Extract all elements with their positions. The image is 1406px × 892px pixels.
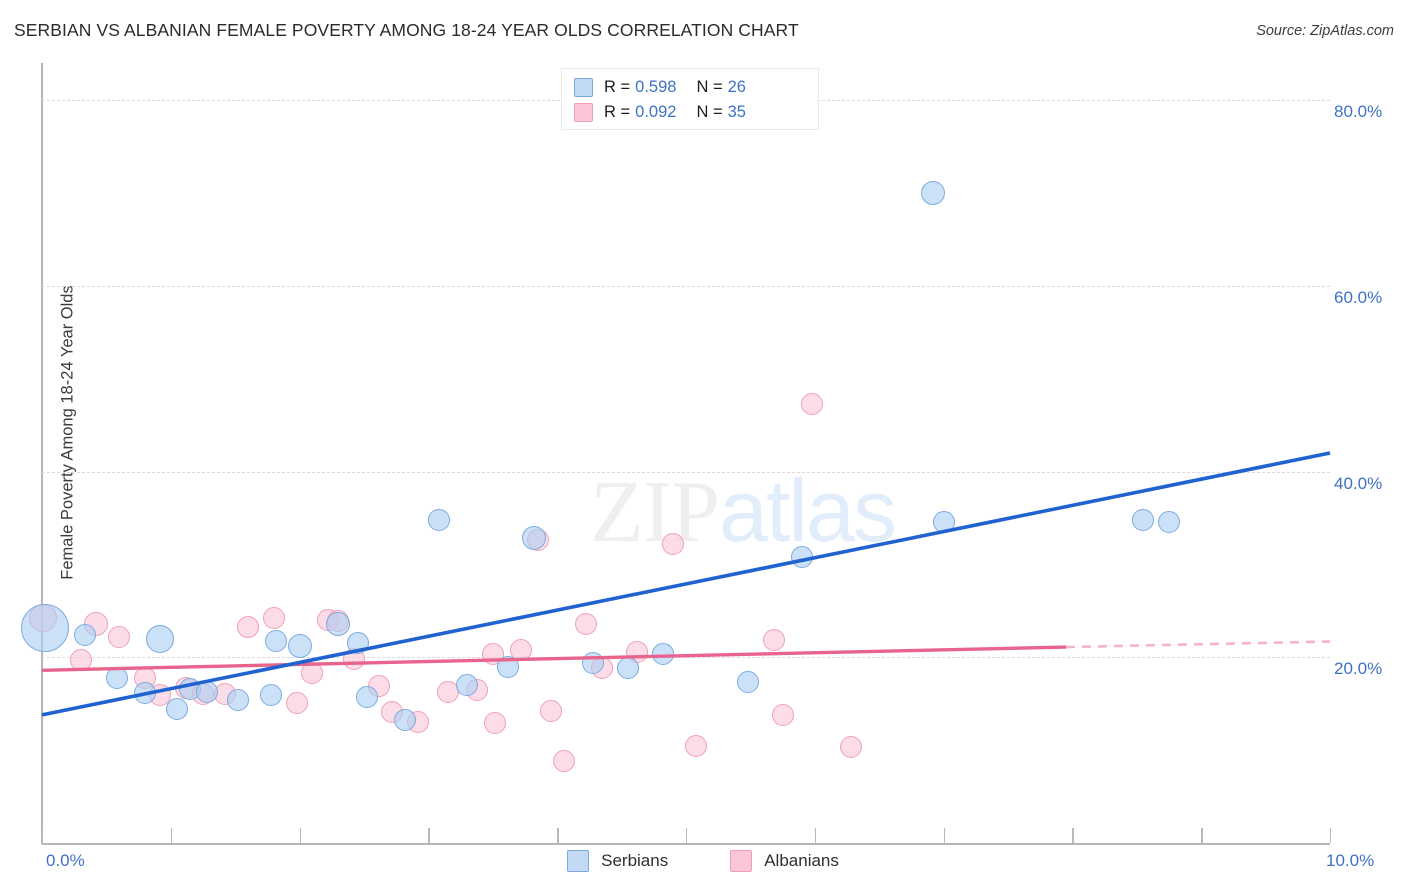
data-point-albanians[interactable] [539,700,562,723]
data-point-albanians[interactable] [484,712,507,735]
n-label-albanians: N = [696,103,723,121]
x-tick-label-min: 0.0% [46,851,85,870]
gridline-400 [42,471,1330,473]
data-point-albanians[interactable] [662,533,685,555]
x-axis-tick [1330,828,1332,843]
page-title: SERBIAN VS ALBANIAN FEMALE POVERTY AMONG… [14,20,799,40]
data-point-serbians[interactable] [73,624,96,646]
data-point-albanians[interactable] [801,392,824,415]
series-legend: Serbians Albanians [0,850,1406,872]
data-point-serbians[interactable] [134,681,157,704]
plot-area: Female Poverty Among 18-24 Year Olds ZIP… [20,63,1330,843]
x-axis-tick [686,828,688,843]
data-point-albanians[interactable] [301,662,324,685]
data-point-serbians[interactable] [355,686,378,709]
stats-row-serbians: R = 0.598 N = 26 [574,75,806,100]
gridline-600 [42,285,1330,287]
data-point-serbians[interactable] [456,674,479,697]
y-tick-label: 80.0% [1334,102,1383,122]
data-point-serbians[interactable] [260,684,283,707]
data-point-albanians[interactable] [108,625,131,648]
data-point-serbians[interactable] [736,671,759,694]
data-point-serbians[interactable] [1132,508,1155,531]
x-axis-tick [428,828,430,843]
series-label-albanians: Albanians [764,851,839,870]
x-axis-tick [557,828,559,843]
data-point-albanians[interactable] [685,735,708,758]
watermark-atlas: atlas [719,461,897,560]
n-label-serbians: N = [696,78,723,96]
data-point-serbians[interactable] [651,642,674,665]
x-axis-line [42,843,1330,845]
r-label-albanians: R = [604,103,631,121]
x-axis-tick [943,828,945,843]
data-point-serbians[interactable] [582,651,605,674]
gridline-200 [42,657,1330,659]
data-point-albanians[interactable] [552,750,575,773]
data-point-serbians[interactable] [195,680,218,703]
data-point-serbians[interactable] [497,655,520,678]
r-value-serbians: 0.598 [635,78,677,96]
x-axis-tick [1072,828,1074,843]
data-point-serbians[interactable] [146,624,175,653]
data-point-albanians[interactable] [237,615,260,638]
n-value-albanians: 35 [727,103,746,121]
data-point-serbians[interactable] [166,698,189,721]
data-point-albanians[interactable] [574,612,597,635]
series-label-serbians: Serbians [601,851,669,870]
watermark-zip: ZIP [590,464,720,561]
data-point-albanians[interactable] [286,691,309,714]
x-axis-tick [814,828,817,843]
correlation-stats-legend: R = 0.598 N = 26 R = 0.092 N = 35 [561,68,819,130]
data-point-albanians[interactable] [771,703,794,726]
legend-item-albanians[interactable]: Albanians [730,850,839,872]
n-value-serbians: 26 [727,78,746,96]
data-point-serbians[interactable] [522,525,547,550]
data-point-serbians[interactable] [326,611,351,636]
data-point-serbians[interactable] [287,634,312,659]
x-tick-label-max: 10.0% [1326,851,1375,870]
legend-swatch-albanians-icon [574,103,593,122]
data-point-albanians[interactable] [69,649,92,672]
data-point-albanians[interactable] [762,628,785,651]
data-point-serbians[interactable] [346,632,369,655]
data-point-serbians[interactable] [932,510,955,533]
r-value-albanians: 0.092 [635,103,677,121]
series-swatch-serbians-icon [567,850,590,872]
data-point-serbians[interactable] [265,629,288,652]
data-point-serbians[interactable] [105,666,128,689]
data-point-albanians[interactable] [839,736,862,759]
y-tick-label: 40.0% [1334,473,1383,493]
legend-item-serbians[interactable]: Serbians [567,850,668,872]
y-tick-label: 20.0% [1334,659,1383,679]
series-swatch-albanians-icon [730,850,753,872]
r-label-serbians: R = [604,78,631,96]
data-point-albanians[interactable] [262,607,285,630]
stats-row-albanians: R = 0.092 N = 35 [574,100,806,125]
zipatlas-watermark: ZIPatlas [590,467,897,557]
data-point-serbians[interactable] [921,181,946,205]
source-attribution: Source: ZipAtlas.com [1256,23,1394,39]
data-point-serbians[interactable] [20,603,69,652]
x-axis-tick [170,828,173,843]
legend-swatch-serbians-icon [574,78,593,97]
data-point-serbians[interactable] [617,657,640,680]
data-point-serbians[interactable] [427,508,450,531]
y-tick-label: 60.0% [1334,287,1383,307]
x-axis-tick [42,828,44,843]
data-point-serbians[interactable] [394,709,417,732]
x-axis-tick [1201,828,1203,843]
data-point-serbians[interactable] [226,689,249,711]
data-point-serbians[interactable] [790,546,813,568]
data-point-serbians[interactable] [1158,510,1180,533]
x-axis-tick [299,828,301,843]
